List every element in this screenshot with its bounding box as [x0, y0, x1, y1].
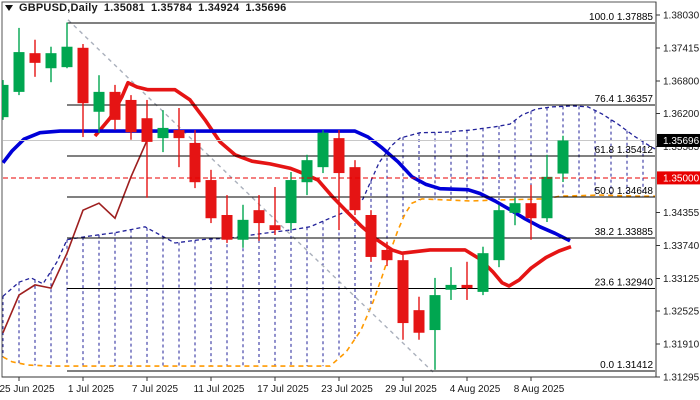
candle-body — [29, 53, 41, 63]
time-tick-label: 29 Jul 2025 — [385, 384, 437, 395]
price-tick-label: 1.31295 — [663, 373, 700, 384]
candle-body — [205, 180, 217, 219]
candle-body — [141, 118, 153, 142]
title-high-value: 1.35784 — [150, 2, 193, 14]
candle-body — [397, 260, 409, 324]
candle-body — [381, 249, 393, 261]
candle-body — [509, 203, 521, 213]
title-close-value: 1.35696 — [245, 2, 287, 14]
price-axis: 1.38030 1.37415 1.36800 1.36200 1.35585 1.343… — [655, 2, 700, 384]
fib-level-label: 23.6 1.32940 — [595, 278, 654, 289]
time-tick-label: 4 Aug 2025 — [450, 384, 501, 395]
candle-body — [173, 130, 185, 139]
svg-text:1.35696: 1.35696 — [663, 136, 700, 147]
price-tick-label: 1.31910 — [663, 340, 700, 351]
title-low-value: 1.34924 — [198, 2, 240, 14]
alert-price-badge: 1.35000 — [657, 171, 700, 185]
candle-body — [221, 215, 233, 240]
candle-body — [253, 210, 265, 224]
fib-level-label: 0.0 1.31412 — [600, 360, 653, 371]
title-open-value: 1.35081 — [103, 2, 145, 14]
svg-text:1.35000: 1.35000 — [663, 173, 700, 184]
candle-body — [525, 203, 537, 219]
candle-body — [557, 140, 569, 174]
candle-body — [285, 180, 297, 224]
price-tick-label: 1.34355 — [663, 208, 700, 219]
price-tick-label: 1.33740 — [663, 241, 700, 252]
fib-level-label: 61.8 1.35412 — [595, 145, 654, 156]
candle-body — [477, 253, 489, 292]
price-tick-label: 1.36200 — [663, 109, 700, 120]
fib-level-label: 38.2 1.33885 — [595, 227, 654, 238]
candle-body — [429, 295, 441, 331]
price-tick-label: 1.33125 — [663, 274, 700, 285]
candle-body — [125, 99, 137, 133]
symbol-dropdown-icon[interactable] — [5, 5, 13, 11]
candle-body — [541, 176, 553, 219]
chikou-span-line — [2, 140, 148, 334]
price-tick-label: 1.38030 — [663, 11, 700, 22]
kijun-sen-line — [2, 129, 571, 243]
time-tick-label: 8 Aug 2025 — [514, 384, 565, 395]
candle-body — [13, 52, 25, 92]
candle-body — [301, 160, 313, 183]
candle-body — [333, 138, 345, 174]
plot-area[interactable] — [2, 19, 656, 373]
candle-body — [93, 91, 105, 112]
candle-body — [349, 167, 361, 211]
candle-body — [61, 46, 73, 68]
fib-level-label: 100.0 1.37885 — [589, 12, 653, 23]
tenkan-sen-line — [93, 80, 572, 288]
price-tick-label: 1.37415 — [663, 44, 700, 55]
time-tick-label: 7 Jul 2025 — [132, 384, 179, 395]
price-tick-label: 1.35585 — [663, 142, 700, 153]
candle-body — [317, 132, 329, 168]
candlestick-series — [2, 22, 569, 370]
candle-body — [2, 84, 9, 118]
time-axis: 25 Jun 2025 1 Jul 2025 7 Jul 2025 11 Jul 20… — [0, 376, 656, 395]
candle-body — [189, 142, 201, 183]
fib-level-label: 76.4 1.36357 — [595, 94, 654, 105]
candle-body — [157, 127, 169, 139]
symbol-period-label: GBPUSD,Daily — [19, 2, 98, 14]
time-tick-label: 17 Jul 2025 — [257, 384, 309, 395]
fibonacci-retracement[interactable]: 100.0 1.37885 76.4 1.36357 61.8 1.35412 50.… — [67, 12, 655, 372]
price-tick-label: 1.36800 — [663, 77, 700, 88]
candle-body — [77, 47, 89, 104]
time-tick-label: 11 Jul 2025 — [194, 384, 245, 395]
candle-body — [45, 53, 57, 69]
candle-body — [461, 284, 473, 289]
candle-body — [445, 284, 457, 290]
time-tick-label: 23 Jul 2025 — [321, 384, 373, 395]
chart-title: GBPUSD,Daily 1.35081 1.35784 1.34924 1.3… — [5, 2, 287, 14]
candle-body — [269, 225, 281, 231]
time-tick-label: 25 Jun 2025 — [0, 384, 55, 395]
candle-body — [365, 215, 377, 257]
candle-body — [237, 219, 249, 240]
current-price-badge: 1.35696 — [657, 133, 700, 147]
candle-body — [109, 91, 121, 120]
senkou-span-a-line — [2, 105, 656, 297]
fib-level-label: 50.0 1.34648 — [595, 186, 654, 197]
candle-body — [413, 310, 425, 333]
candle-body — [493, 210, 505, 261]
time-tick-label: 1 Jul 2025 — [68, 384, 115, 395]
price-tick-label: 1.32525 — [663, 306, 700, 317]
